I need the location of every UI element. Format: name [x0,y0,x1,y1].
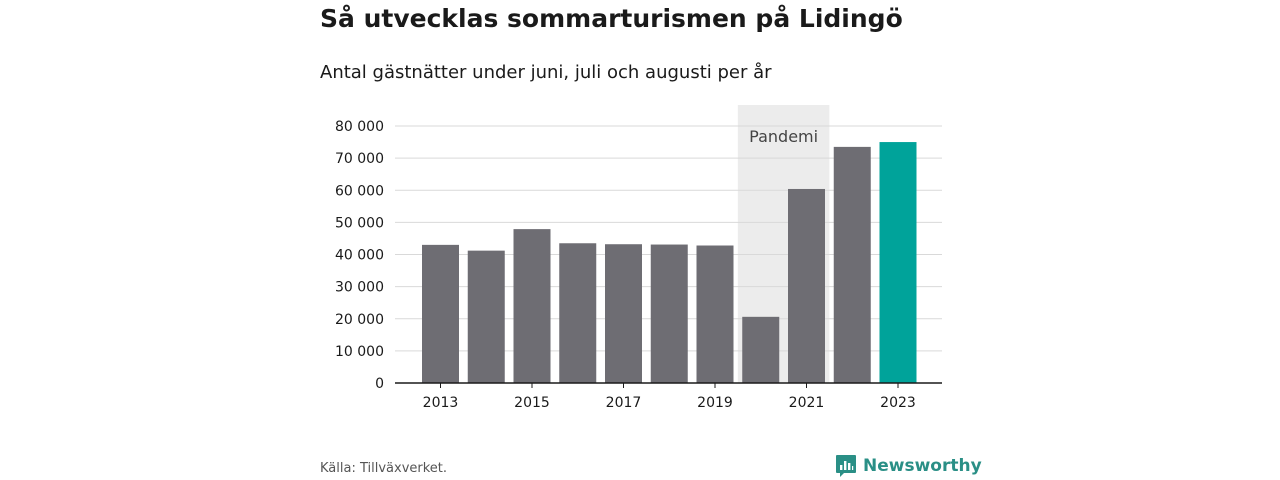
bar-2021 [788,188,825,383]
x-tick-label: 2017 [606,395,642,411]
x-tick-label: 2019 [697,395,733,411]
y-tick-label: 50 000 [335,215,384,231]
y-tick-label: 40 000 [335,248,384,264]
bar-2017 [605,244,642,383]
bar-2015 [513,229,551,383]
bar-2016 [559,243,597,383]
x-tick-label: 2021 [789,395,825,411]
chart-subtitle: Antal gästnätter under juni, juli och au… [320,62,772,83]
y-tick-label: 80 000 [335,119,384,135]
brand-name: Newsworthy [863,456,982,476]
annotation-label: Pandemi [749,127,818,146]
y-tick-label: 70 000 [335,151,384,167]
bar-2014 [467,250,505,383]
bar-chart: Pandemi 0 10 000 20 000 30 000 40 000 50 000 60… [335,105,942,411]
x-tick-label: 2015 [514,395,550,411]
bar-2023 [879,142,917,383]
brand-logo: Newsworthy [835,454,982,478]
bar-chart-speech-bubble-icon [836,455,856,477]
bar-2013 [422,244,459,383]
source-note: Källa: Tillväxverket. [320,461,448,476]
y-tick-label: 30 000 [335,280,384,296]
x-tick-label: 2013 [423,395,459,411]
bar-2019 [696,245,734,383]
y-tick-label: 60 000 [335,183,384,199]
y-tick-label: 20 000 [335,312,384,328]
chart-title: Så utvecklas sommarturismen på Lidingö [320,4,903,33]
y-tick-label: 10 000 [335,344,384,360]
x-tick-label: 2023 [880,395,916,411]
bar-2018 [650,244,688,383]
bar-2022 [833,146,871,383]
y-tick-label: 0 [375,376,384,392]
bar-2020 [742,316,780,383]
